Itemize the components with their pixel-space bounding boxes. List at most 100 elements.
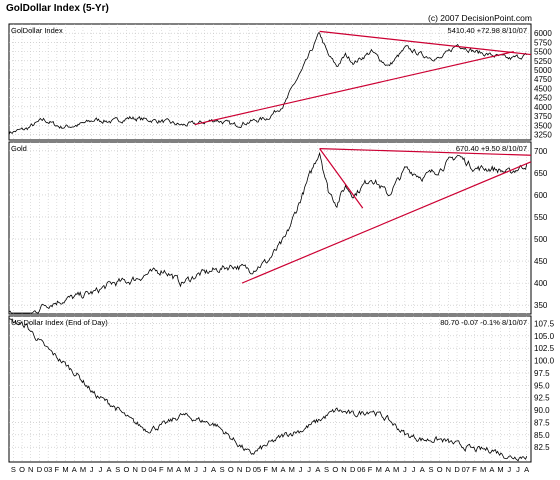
y-tick-label: 600 — [534, 191, 548, 200]
trendline — [194, 51, 514, 126]
y-tick-label: 97.5 — [534, 369, 550, 378]
x-tick-label: M — [167, 465, 173, 474]
copyright-text: (c) 2007 DecisionPoint.com — [428, 13, 532, 23]
trendline — [319, 148, 364, 209]
panel-frame — [8, 23, 532, 141]
y-tick-label: 3750 — [534, 112, 552, 121]
y-tick-label: 4250 — [534, 94, 552, 103]
x-tick-label: J — [203, 465, 207, 474]
y-tick-label: 4000 — [534, 103, 552, 112]
x-tick-label: F — [368, 465, 373, 474]
x-tick-label: J — [507, 465, 511, 474]
y-tick-label: 700 — [534, 147, 548, 156]
x-tick-label: J — [194, 465, 198, 474]
y-tick-label: 6000 — [534, 29, 552, 38]
x-tick-label: A — [211, 465, 216, 474]
x-tick-label: F — [55, 465, 60, 474]
trendline — [319, 148, 532, 156]
y-tick-label: 650 — [534, 169, 548, 178]
panel-2: 350 400 450 500 550 600 650 700 Gold 670.40 +9.50… — [8, 141, 548, 315]
series-line — [8, 32, 528, 135]
panel-title: US Dollar Index (End of Day) — [11, 318, 108, 327]
x-tick-label: A — [385, 465, 390, 474]
x-tick-label: A — [72, 465, 77, 474]
x-tick-label: A — [420, 465, 425, 474]
x-tick-label: M — [393, 465, 399, 474]
x-tick-label: M — [289, 465, 295, 474]
x-tick-label: F — [159, 465, 164, 474]
panel-title: Gold — [11, 144, 27, 153]
y-tick-label: 550 — [534, 213, 548, 222]
x-tick-label: A — [524, 465, 529, 474]
x-tick-label: A — [281, 465, 286, 474]
y-tick-label: 5250 — [534, 57, 552, 66]
x-tick-label: 04 — [148, 465, 156, 474]
panel-1: 3250350037504000425045004750500052505500… — [8, 23, 552, 141]
x-tick-label: 05 — [253, 465, 261, 474]
x-tick-label: M — [271, 465, 277, 474]
x-tick-label: J — [403, 465, 407, 474]
panel-readout: 670.40 +9.50 8/10/07 — [456, 144, 527, 153]
x-tick-label: J — [98, 465, 102, 474]
x-tick-label: J — [412, 465, 416, 474]
x-tick-label: N — [132, 465, 137, 474]
y-tick-label: 350 — [534, 301, 548, 310]
x-tick-label: M — [184, 465, 190, 474]
panel-title: GolDollar Index — [11, 26, 63, 35]
panel-readout: 80.70 -0.07 -0.1% 8/10/07 — [440, 318, 527, 327]
x-tick-label: O — [332, 465, 338, 474]
x-tick-label: N — [237, 465, 242, 474]
y-tick-label: 5500 — [534, 48, 552, 57]
chart-title: GolDollar Index (5-Yr) — [6, 3, 109, 14]
panel-readout: 5410.40 +72.98 8/10/07 — [448, 26, 527, 35]
y-tick-label: 107.5 — [534, 319, 555, 328]
x-tick-label: M — [80, 465, 86, 474]
x-axis: S O N D 03 F M A M J J A S O N D 04 F M A M J J A S O N D 05 F M A M J J A S… — [11, 465, 529, 474]
x-tick-label: 07 — [462, 465, 470, 474]
x-tick-label: O — [124, 465, 130, 474]
x-tick-label: J — [307, 465, 311, 474]
y-tick-label: 4500 — [534, 84, 552, 93]
y-tick-label: 400 — [534, 279, 548, 288]
x-tick-label: A — [489, 465, 494, 474]
x-tick-label: S — [220, 465, 225, 474]
x-tick-label: N — [341, 465, 346, 474]
y-tick-label: 3250 — [534, 130, 552, 139]
y-tick-label: 87.5 — [534, 418, 550, 427]
x-tick-label: J — [516, 465, 520, 474]
trendline — [319, 30, 532, 56]
x-tick-label: F — [472, 465, 477, 474]
x-tick-label: 03 — [44, 465, 52, 474]
series-line — [8, 151, 528, 314]
x-tick-label: J — [90, 465, 94, 474]
y-tick-label: 90.0 — [534, 406, 550, 415]
x-tick-label: D — [454, 465, 460, 474]
x-tick-label: 06 — [357, 465, 365, 474]
x-tick-label: D — [246, 465, 252, 474]
x-tick-label: S — [324, 465, 329, 474]
x-tick-label: O — [19, 465, 25, 474]
x-tick-label: A — [176, 465, 181, 474]
y-tick-label: 5750 — [534, 38, 552, 47]
x-tick-label: O — [228, 465, 234, 474]
y-tick-label: 100.0 — [534, 357, 555, 366]
x-tick-label: D — [141, 465, 147, 474]
x-tick-label: A — [107, 465, 112, 474]
y-tick-label: 92.5 — [534, 394, 550, 403]
x-tick-label: N — [446, 465, 451, 474]
panel-frame — [8, 315, 532, 463]
y-tick-label: 500 — [534, 235, 548, 244]
y-tick-label: 82.5 — [534, 443, 550, 452]
y-tick-label: 95.0 — [534, 381, 550, 390]
x-tick-label: D — [350, 465, 356, 474]
x-tick-label: M — [480, 465, 486, 474]
x-tick-label: F — [263, 465, 268, 474]
x-tick-label: M — [62, 465, 68, 474]
x-tick-label: M — [497, 465, 503, 474]
x-tick-label: M — [376, 465, 382, 474]
x-tick-label: D — [37, 465, 43, 474]
trendline — [241, 161, 532, 284]
x-tick-label: S — [11, 465, 16, 474]
x-tick-label: A — [315, 465, 320, 474]
